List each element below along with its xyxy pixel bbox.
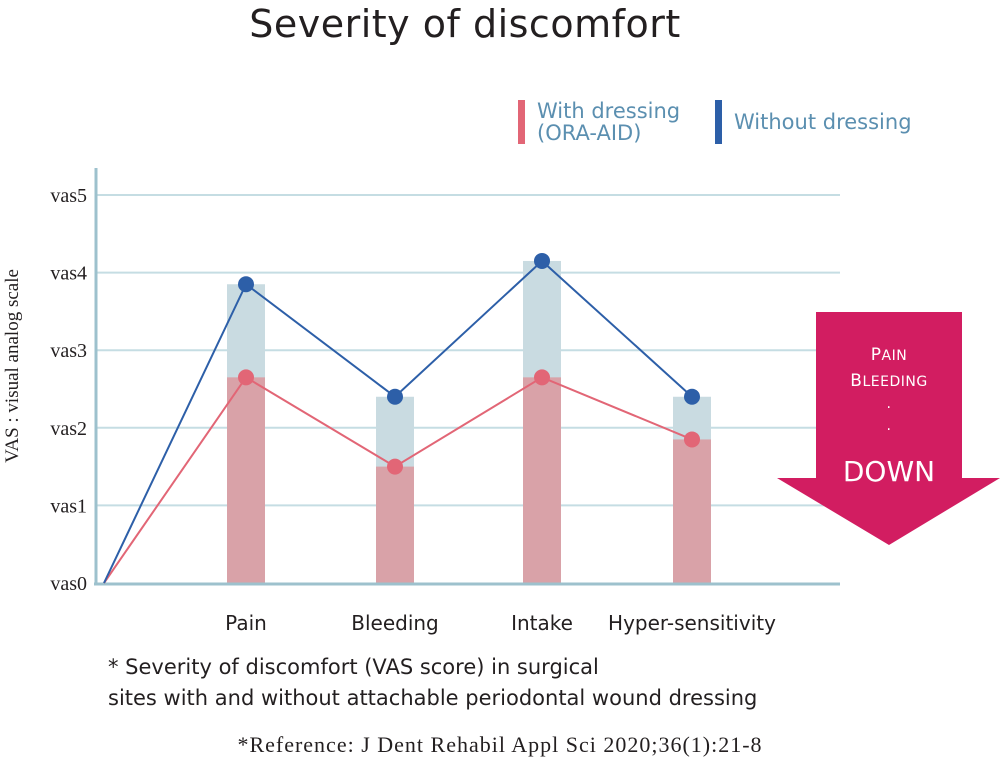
- legend-without-dressing: Without dressing: [715, 100, 912, 144]
- x-tick-label: Bleeding: [351, 611, 439, 635]
- point-without-dressing: [387, 388, 403, 405]
- legend-label-without: Without dressing: [734, 110, 912, 134]
- arrow-label-bleeding: BLEEDING: [850, 371, 928, 391]
- bar-with-dressing: [673, 439, 711, 583]
- legend-swatch-with: [518, 100, 525, 144]
- arrow-dot-2: .: [886, 418, 892, 434]
- point-without-dressing: [238, 276, 254, 293]
- y-tick-label: vas1: [50, 495, 87, 517]
- down-arrow-shape: [777, 312, 1000, 545]
- point-without-dressing: [684, 388, 700, 405]
- y-tick-label: vas5: [50, 185, 87, 207]
- y-tick-label: vas2: [50, 418, 87, 440]
- bar-with-dressing: [523, 377, 561, 583]
- x-tick-label: Intake: [511, 611, 573, 635]
- reference: *Reference: J Dent Rehabil Appl Sci 2020…: [237, 732, 763, 757]
- bar-with-dressing: [376, 466, 414, 583]
- point-with-dressing: [684, 431, 700, 448]
- arrow-dot-1: .: [886, 396, 892, 412]
- point-with-dressing: [387, 458, 403, 475]
- legend-with-dressing: With dressing (ORA-AID): [518, 100, 680, 144]
- point-with-dressing: [534, 369, 550, 386]
- legend-swatch-without: [715, 100, 722, 144]
- arrow-label-pain: PAIN: [870, 345, 908, 365]
- y-tick-label: vas0: [50, 573, 87, 595]
- footnote: * Severity of discomfort (VAS score) in …: [108, 655, 758, 710]
- arrow-label-down: DOWN: [842, 455, 936, 488]
- legend-label-with: With dressing (ORA-AID): [537, 99, 681, 145]
- x-tick-label: Pain: [225, 611, 267, 635]
- chart-title: Severity of discomfort: [249, 2, 681, 46]
- point-without-dressing: [534, 252, 550, 269]
- bar-with-dressing: [227, 377, 265, 583]
- point-with-dressing: [238, 369, 254, 386]
- x-tick-label: Hyper-sensitivity: [608, 611, 776, 635]
- y-tick-label: vas4: [50, 263, 87, 285]
- y-tick-label: vas3: [50, 340, 87, 362]
